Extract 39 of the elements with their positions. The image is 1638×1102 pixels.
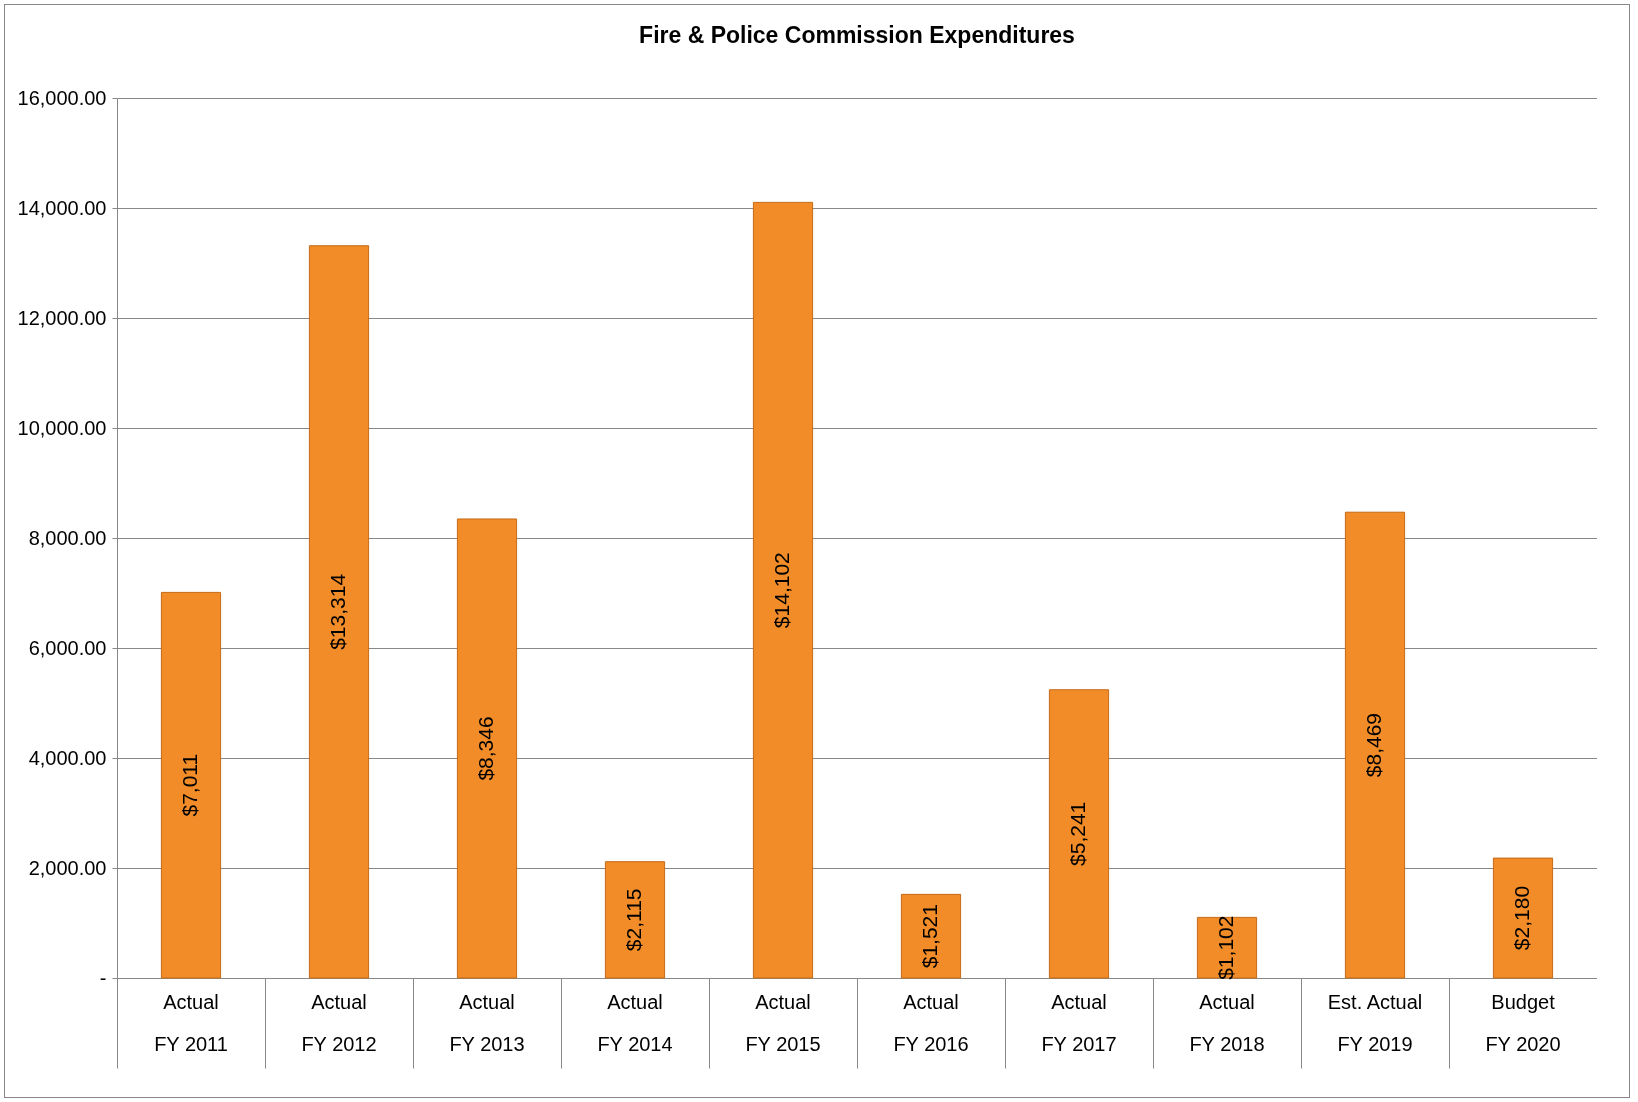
x-tick-label: Budget FY 2020 [1485,990,1561,1055]
bar [1492,857,1554,979]
bar [1048,689,1110,979]
bar [900,893,962,979]
x-tick-label: Actual FY 2016 [893,990,969,1055]
y-tick-label: 8,000.00 [28,526,107,549]
y-tick-label: - [99,966,107,989]
chart-title: Fire & Police Commission Expenditures [639,22,1075,48]
y-tick-label: 14,000.00 [17,196,107,219]
y-tick-label: 2,000.00 [28,856,107,879]
x-tick-label: Actual FY 2014 [597,990,673,1055]
data-label: $13,314 [326,573,349,650]
x-tick-label: Actual FY 2015 [745,990,821,1055]
data-label: $7,011 [178,753,201,817]
y-tick-label: 16,000.00 [17,86,107,109]
x-tick-label: Actual FY 2018 [1189,990,1265,1055]
bar [752,201,814,979]
y-tick-label: 6,000.00 [28,636,107,659]
data-label: $14,102 [770,552,793,629]
data-label: $2,180 [1510,885,1533,951]
x-tick-label: Actual FY 2017 [1041,990,1117,1055]
data-label: $1,521 [918,904,941,969]
data-label: $5,241 [1066,801,1089,866]
y-tick-label: 4,000.00 [28,746,107,769]
bar [1344,511,1406,979]
bar [604,861,666,979]
data-label: $8,469 [1362,712,1385,778]
data-label: $1,102 [1214,915,1237,980]
bar [160,591,222,979]
y-tick-label: 10,000.00 [17,416,107,439]
data-label: $2,115 [622,888,645,952]
x-tick-label: Actual FY 2011 [154,990,228,1055]
y-tick-label: 12,000.00 [17,306,107,329]
x-tick-label: Actual FY 2012 [301,990,377,1055]
x-tick-label: Est. Actual FY 2019 [1327,990,1423,1055]
bar [456,518,518,979]
x-tick-label: Actual FY 2013 [449,990,525,1055]
bar [308,245,370,979]
data-label: $8,346 [474,716,497,781]
